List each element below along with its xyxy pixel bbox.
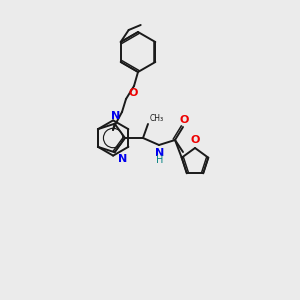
Text: O: O <box>179 115 189 125</box>
Text: CH₃: CH₃ <box>150 114 164 123</box>
Text: N: N <box>118 154 127 164</box>
Text: N: N <box>111 111 120 121</box>
Text: O: O <box>190 135 200 145</box>
Text: O: O <box>128 88 138 98</box>
Text: H: H <box>156 155 164 165</box>
Text: N: N <box>155 148 165 158</box>
